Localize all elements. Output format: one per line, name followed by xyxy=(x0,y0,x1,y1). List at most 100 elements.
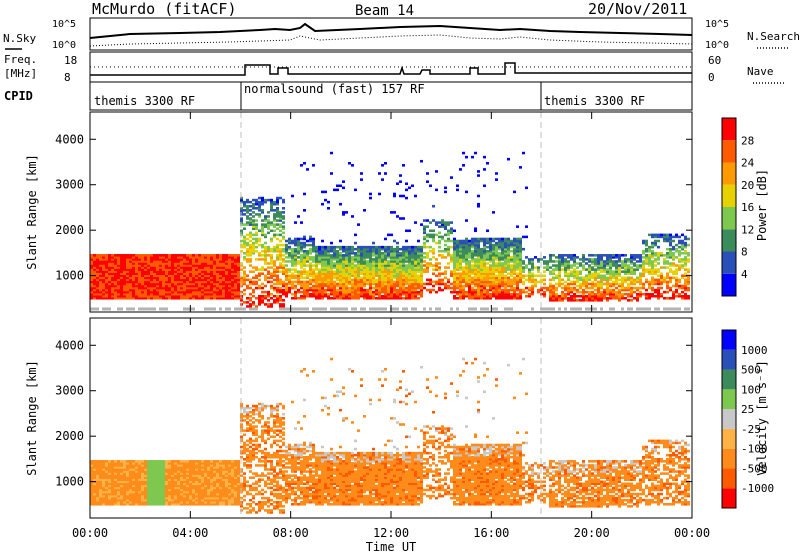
power-cell xyxy=(252,277,255,280)
power-cell xyxy=(264,234,267,237)
nsearch-trace xyxy=(90,35,692,46)
power-cell xyxy=(510,293,513,296)
ground-scatter-cell xyxy=(435,307,438,310)
power-cell xyxy=(381,295,384,298)
power-cell xyxy=(303,277,306,280)
power-cell xyxy=(282,258,285,261)
power-cell xyxy=(246,258,249,261)
power-cell xyxy=(252,295,255,298)
power-cell xyxy=(591,266,594,269)
power-cell xyxy=(303,209,306,212)
power-cell xyxy=(336,283,339,286)
power-cell xyxy=(642,256,645,259)
power-cell xyxy=(429,230,432,233)
power-cell xyxy=(390,246,393,249)
power-cell xyxy=(615,287,618,290)
power-cell xyxy=(252,211,255,214)
power-cell xyxy=(435,221,438,224)
power-cell xyxy=(627,293,630,296)
power-cell xyxy=(441,279,444,282)
power-cell xyxy=(267,215,270,218)
power-cell xyxy=(333,189,336,192)
power-cell xyxy=(573,293,576,296)
power-cell xyxy=(249,240,252,243)
power-cell xyxy=(258,279,261,282)
cpid-label: CPID xyxy=(4,89,33,103)
power-cell xyxy=(423,260,426,263)
power-cell xyxy=(312,164,315,167)
ground-scatter-cell xyxy=(225,307,228,310)
power-cell xyxy=(204,254,207,257)
power-cell xyxy=(264,199,267,202)
power-cell xyxy=(684,250,687,253)
velocity-cell xyxy=(93,460,96,463)
power-cell xyxy=(321,191,324,194)
power-cell xyxy=(444,244,447,247)
power-cell xyxy=(612,270,615,273)
power-cell xyxy=(477,203,480,206)
power-cell xyxy=(288,252,291,255)
power-cell xyxy=(414,195,417,198)
freq-unit-label: [MHz] xyxy=(4,67,37,80)
power-cell xyxy=(339,246,342,249)
power-cell xyxy=(555,256,558,259)
power-cell xyxy=(543,287,546,290)
power-cell xyxy=(612,281,615,284)
power-cell xyxy=(651,242,654,245)
power-cell xyxy=(561,283,564,286)
power-cell xyxy=(408,230,411,233)
power-cell xyxy=(264,246,267,249)
power-cell xyxy=(564,293,567,296)
power-cell xyxy=(168,254,171,257)
power-cell xyxy=(228,254,231,257)
power-cell xyxy=(291,297,294,300)
ground-scatter-cell xyxy=(369,307,372,310)
power-cell xyxy=(312,268,315,271)
ground-scatter-cell xyxy=(480,307,483,310)
power-cell xyxy=(258,201,261,204)
power-cell xyxy=(258,197,261,200)
power-cell xyxy=(291,293,294,296)
power-cell xyxy=(564,258,567,261)
power-cell xyxy=(384,238,387,241)
power-cell xyxy=(324,246,327,249)
power-cell xyxy=(606,268,609,271)
power-cell xyxy=(495,242,498,245)
power-cell xyxy=(525,264,528,267)
power-cell xyxy=(555,293,558,296)
power-cell xyxy=(294,291,297,294)
power-cell xyxy=(453,230,456,233)
power-cell xyxy=(396,246,399,249)
power-cell xyxy=(246,242,249,245)
power-cell xyxy=(252,234,255,237)
power-cell xyxy=(453,295,456,298)
power-cell xyxy=(393,281,396,284)
power-cell xyxy=(645,254,648,257)
power-cell xyxy=(618,289,621,292)
power-cell xyxy=(354,234,357,237)
power-cell xyxy=(285,268,288,271)
power-cell xyxy=(276,275,279,278)
power-cell xyxy=(285,260,288,263)
power-cell xyxy=(354,189,357,192)
power-cell xyxy=(684,268,687,271)
power-cell xyxy=(657,252,660,255)
power-cell xyxy=(510,256,513,259)
cpid-segment-3: themis 3300 RF xyxy=(544,94,645,108)
power-cell xyxy=(636,277,639,280)
power-cell xyxy=(609,289,612,292)
power-cell xyxy=(243,213,246,216)
power-cell xyxy=(312,264,315,267)
power-cell xyxy=(249,258,252,261)
power-cell xyxy=(645,289,648,292)
power-cell xyxy=(447,246,450,249)
velocity-cell xyxy=(126,460,129,463)
power-cell xyxy=(402,246,405,249)
power-cell xyxy=(648,293,651,296)
power-cell xyxy=(378,172,381,175)
power-cell xyxy=(648,281,651,284)
power-cell xyxy=(273,209,276,212)
power-cell xyxy=(552,254,555,257)
power-cell xyxy=(648,268,651,271)
ground-scatter-cell xyxy=(285,307,288,310)
